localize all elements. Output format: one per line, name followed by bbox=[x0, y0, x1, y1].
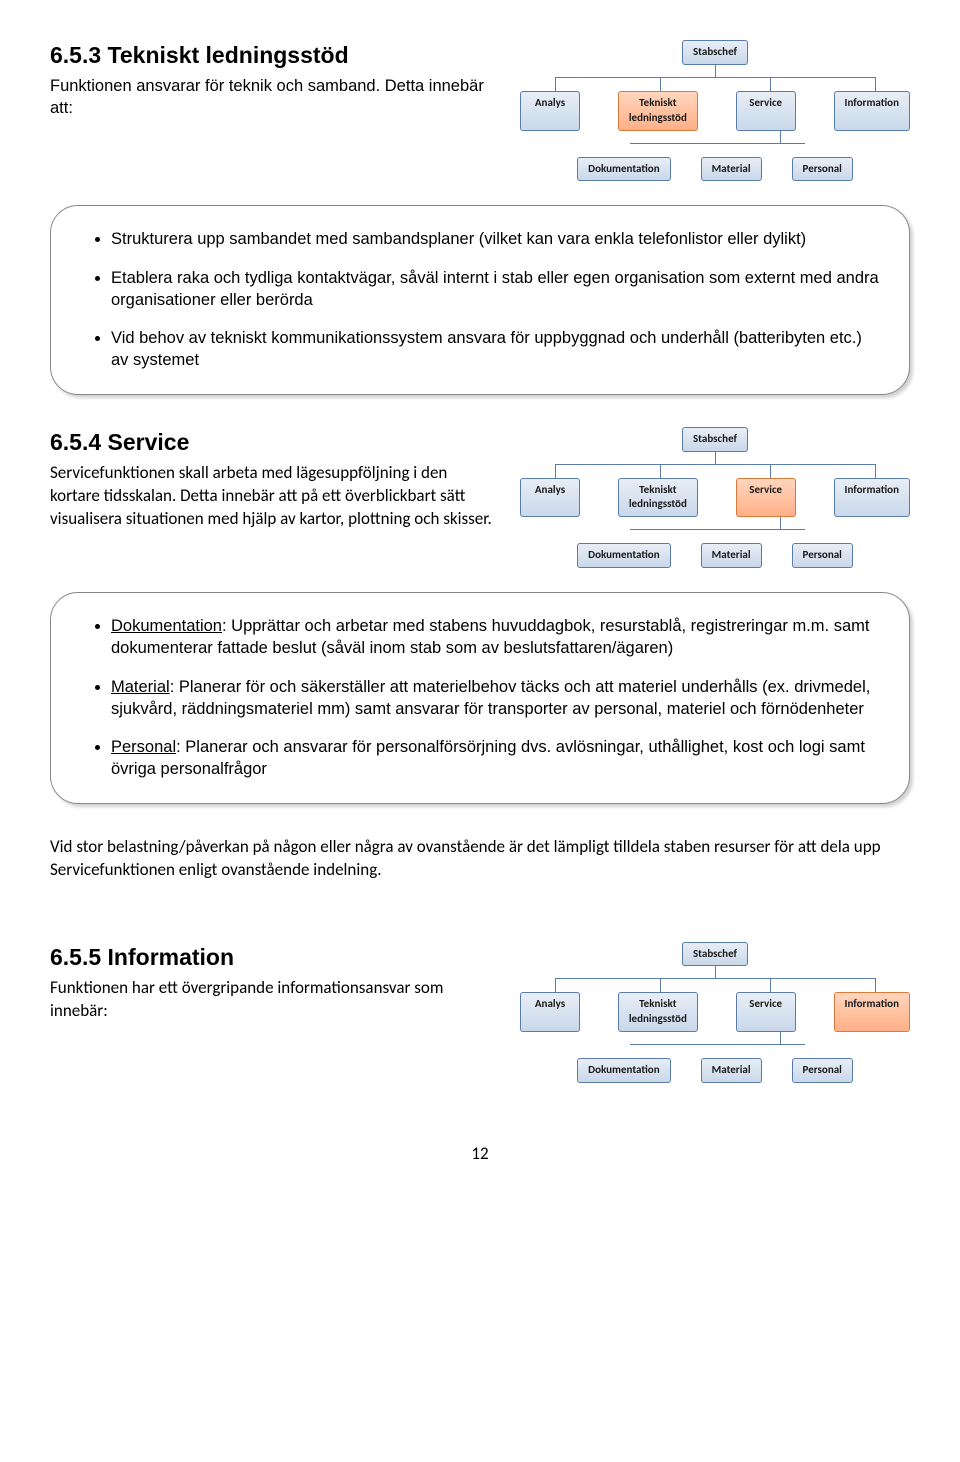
callout-item: Etablera raka och tydliga kontaktvägar, … bbox=[111, 267, 879, 312]
callout-654: Dokumentation: Upprättar och arbetar med… bbox=[50, 592, 910, 804]
between-paragraph: Vid stor belastning/påverkan på någon el… bbox=[50, 836, 910, 882]
heading-654: 6.5.4 Service bbox=[50, 427, 500, 458]
org-chart-3: Stabschef Analys Teknisktledningsstöd Servi… bbox=[520, 942, 910, 1083]
org-node: Information bbox=[834, 91, 910, 131]
callout-item-rest: : Planerar för och säkerställer att mate… bbox=[111, 678, 870, 718]
callout-item-rest: : Upprättar och arbetar med stabens huvu… bbox=[111, 617, 869, 657]
section-654-row: 6.5.4 Service Servicefunktionen skall ar… bbox=[50, 427, 910, 568]
body-653: Funktionen ansvarar för teknik och samba… bbox=[50, 75, 500, 120]
callout-653: Strukturera upp sambandet med sambandspl… bbox=[50, 205, 910, 394]
org-node: Material bbox=[701, 543, 762, 568]
org-node: Dokumentation bbox=[577, 543, 670, 568]
org-node: Personal bbox=[792, 1058, 853, 1083]
heading-653: 6.5.3 Tekniskt ledningsstöd bbox=[50, 40, 500, 71]
callout-item-bold: Dokumentation bbox=[111, 617, 222, 635]
org-node-stabschef: Stabschef bbox=[682, 40, 748, 65]
org-node-stabschef: Stabschef bbox=[682, 427, 748, 452]
section-655-row: 6.5.5 Information Funktionen har ett öve… bbox=[50, 942, 910, 1083]
org-node: Information bbox=[834, 478, 910, 518]
org-node: Teknisktledningsstöd bbox=[618, 478, 698, 518]
callout-item: Dokumentation: Upprättar och arbetar med… bbox=[111, 615, 879, 660]
org-node: Dokumentation bbox=[577, 1058, 670, 1083]
section-654-text: 6.5.4 Service Servicefunktionen skall ar… bbox=[50, 427, 500, 531]
callout-654-list: Dokumentation: Upprättar och arbetar med… bbox=[89, 615, 879, 781]
org-node: Material bbox=[701, 157, 762, 182]
org-node: Teknisktledningsstöd bbox=[618, 992, 698, 1032]
callout-item-bold: Personal bbox=[111, 738, 176, 756]
callout-item: Personal: Planerar och ansvarar för pers… bbox=[111, 736, 879, 781]
org-node: Analys bbox=[520, 478, 580, 518]
org-node-stabschef: Stabschef bbox=[682, 942, 748, 967]
callout-653-list: Strukturera upp sambandet med sambandspl… bbox=[89, 228, 879, 371]
callout-item: Vid behov av tekniskt kommunikationssyst… bbox=[111, 327, 879, 372]
org-node: Service bbox=[736, 992, 796, 1032]
org-node: Information bbox=[834, 992, 910, 1032]
callout-item-bold: Material bbox=[111, 678, 170, 696]
org-node: Personal bbox=[792, 157, 853, 182]
org-node: Analys bbox=[520, 91, 580, 131]
body-654: Servicefunktionen skall arbeta med läges… bbox=[50, 462, 500, 531]
section-653-row: 6.5.3 Tekniskt ledningsstöd Funktionen a… bbox=[50, 40, 910, 181]
callout-item: Material: Planerar för och säkerställer … bbox=[111, 676, 879, 721]
org-chart-2: Stabschef Analys Teknisktledningsstöd Servi… bbox=[520, 427, 910, 568]
org-node: Dokumentation bbox=[577, 157, 670, 182]
org-node: Service bbox=[736, 478, 796, 518]
org-node: Personal bbox=[792, 543, 853, 568]
heading-655: 6.5.5 Information bbox=[50, 942, 500, 973]
callout-item-rest: : Planerar och ansvarar för personalförs… bbox=[111, 738, 865, 778]
page-number: 12 bbox=[50, 1143, 910, 1166]
org-node: Analys bbox=[520, 992, 580, 1032]
org-node: Teknisktledningsstöd bbox=[618, 91, 698, 131]
org-node: Service bbox=[736, 91, 796, 131]
section-653-text: 6.5.3 Tekniskt ledningsstöd Funktionen a… bbox=[50, 40, 500, 120]
callout-item: Strukturera upp sambandet med sambandspl… bbox=[111, 228, 879, 250]
org-node: Material bbox=[701, 1058, 762, 1083]
section-655-text: 6.5.5 Information Funktionen har ett öve… bbox=[50, 942, 500, 1023]
org-chart-1: Stabschef Analys Teknisktledningsstöd Servi… bbox=[520, 40, 910, 181]
body-655: Funktionen har ett övergripande informat… bbox=[50, 977, 500, 1023]
